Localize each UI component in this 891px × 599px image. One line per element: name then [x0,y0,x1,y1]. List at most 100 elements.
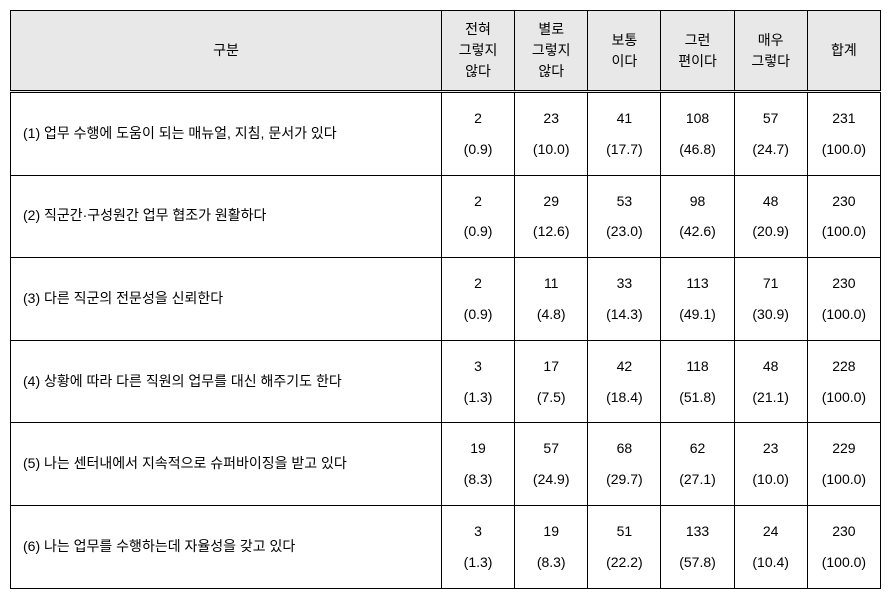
value-cell: 98(42.6) [661,175,734,258]
pct-value: (8.3) [446,464,510,495]
value-cell: 29(12.6) [515,175,588,258]
value-cell: 42(18.4) [588,340,661,423]
value-cell: 23(10.0) [515,92,588,176]
value-cell: 108(46.8) [661,92,734,176]
value-cell: 133(57.8) [661,505,734,588]
pct-value: (10.0) [739,464,803,495]
value-cell: 51(22.2) [588,505,661,588]
pct-value: (29.7) [592,464,656,495]
pct-value: (49.1) [665,299,729,330]
pct-value: (18.4) [592,382,656,413]
count-value: 51 [592,516,656,547]
count-value: 48 [739,186,803,217]
header-row: 구분 전혀그렇지않다 별로그렇지않다 보통이다 그런편이다 매우그렇다 합계 [11,11,881,92]
pct-value: (21.1) [739,382,803,413]
pct-value: (1.3) [446,382,510,413]
pct-value: (10.0) [519,134,583,165]
value-cell: 33(14.3) [588,258,661,341]
count-value: 57 [519,433,583,464]
pct-value: (46.8) [665,134,729,165]
survey-table: 구분 전혀그렇지않다 별로그렇지않다 보통이다 그런편이다 매우그렇다 합계 (… [10,10,881,589]
pct-value: (0.9) [446,299,510,330]
count-value: 41 [592,103,656,134]
count-value: 3 [446,516,510,547]
value-cell: 24(10.4) [734,505,807,588]
count-value: 2 [446,103,510,134]
pct-value: (100.0) [812,464,876,495]
value-cell: 113(49.1) [661,258,734,341]
count-value: 228 [812,351,876,382]
count-value: 3 [446,351,510,382]
count-value: 57 [739,103,803,134]
pct-value: (30.9) [739,299,803,330]
pct-value: (12.6) [519,216,583,247]
count-value: 230 [812,516,876,547]
count-value: 23 [519,103,583,134]
pct-value: (22.2) [592,547,656,578]
count-value: 24 [739,516,803,547]
pct-value: (100.0) [812,299,876,330]
pct-value: (27.1) [665,464,729,495]
value-cell: 11(4.8) [515,258,588,341]
count-value: 230 [812,268,876,299]
value-cell: 17(7.5) [515,340,588,423]
count-value: 11 [519,268,583,299]
value-cell: 228(100.0) [807,340,880,423]
value-cell: 71(30.9) [734,258,807,341]
pct-value: (100.0) [812,382,876,413]
row-label: (5) 나는 센터내에서 지속적으로 슈퍼바이징을 받고 있다 [11,423,442,506]
value-cell: 19(8.3) [441,423,514,506]
count-value: 62 [665,433,729,464]
row-label: (2) 직군간·구성원간 업무 협조가 원활하다 [11,175,442,258]
pct-value: (0.9) [446,134,510,165]
pct-value: (7.5) [519,382,583,413]
value-cell: 48(21.1) [734,340,807,423]
pct-value: (1.3) [446,547,510,578]
value-cell: 57(24.7) [734,92,807,176]
table-row: (4) 상황에 따라 다른 직원의 업무를 대신 해주기도 한다3(1.3)17… [11,340,881,423]
value-cell: 230(100.0) [807,505,880,588]
pct-value: (51.8) [665,382,729,413]
pct-value: (20.9) [739,216,803,247]
count-value: 118 [665,351,729,382]
table-row: (3) 다른 직군의 전문성을 신뢰한다2(0.9)11(4.8)33(14.3… [11,258,881,341]
count-value: 17 [519,351,583,382]
header-col-2: 별로그렇지않다 [515,11,588,92]
header-col-3: 보통이다 [588,11,661,92]
value-cell: 57(24.9) [515,423,588,506]
pct-value: (100.0) [812,547,876,578]
count-value: 53 [592,186,656,217]
value-cell: 231(100.0) [807,92,880,176]
count-value: 133 [665,516,729,547]
count-value: 230 [812,186,876,217]
count-value: 108 [665,103,729,134]
count-value: 2 [446,186,510,217]
pct-value: (57.8) [665,547,729,578]
value-cell: 229(100.0) [807,423,880,506]
header-col-5: 매우그렇다 [734,11,807,92]
row-label: (4) 상황에 따라 다른 직원의 업무를 대신 해주기도 한다 [11,340,442,423]
value-cell: 41(17.7) [588,92,661,176]
header-col-1: 전혀그렇지않다 [441,11,514,92]
row-label: (1) 업무 수행에 도움이 되는 매뉴얼, 지침, 문서가 있다 [11,92,442,176]
value-cell: 48(20.9) [734,175,807,258]
header-col-4: 그런편이다 [661,11,734,92]
value-cell: 3(1.3) [441,505,514,588]
count-value: 19 [446,433,510,464]
pct-value: (14.3) [592,299,656,330]
pct-value: (23.0) [592,216,656,247]
count-value: 29 [519,186,583,217]
count-value: 229 [812,433,876,464]
row-label: (3) 다른 직군의 전문성을 신뢰한다 [11,258,442,341]
row-label: (6) 나는 업무를 수행하는데 자율성을 갖고 있다 [11,505,442,588]
value-cell: 2(0.9) [441,92,514,176]
count-value: 231 [812,103,876,134]
count-value: 33 [592,268,656,299]
count-value: 2 [446,268,510,299]
count-value: 23 [739,433,803,464]
value-cell: 230(100.0) [807,258,880,341]
count-value: 71 [739,268,803,299]
table-body: (1) 업무 수행에 도움이 되는 매뉴얼, 지침, 문서가 있다2(0.9)2… [11,92,881,589]
table-row: (1) 업무 수행에 도움이 되는 매뉴얼, 지침, 문서가 있다2(0.9)2… [11,92,881,176]
count-value: 48 [739,351,803,382]
